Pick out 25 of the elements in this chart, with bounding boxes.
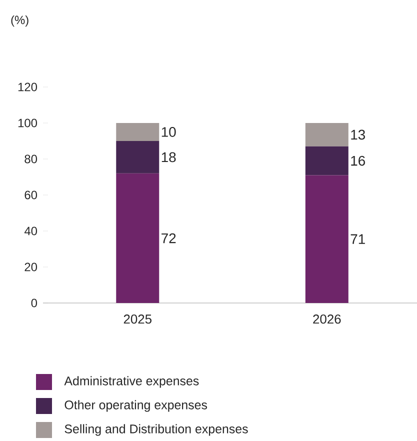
x-tick-label: 2025: [124, 314, 152, 324]
legend-label: Other operating expenses: [64, 400, 207, 412]
bar: [305, 146, 348, 176]
data-label: 13: [350, 130, 365, 140]
x-tick-label: 2026: [312, 314, 341, 324]
data-label: 18: [162, 152, 176, 162]
y-tick-label: 120: [18, 82, 37, 92]
legend-label: Selling and Distribution expenses: [64, 424, 248, 436]
y-tick-label: 100: [18, 118, 37, 128]
data-label: 10: [162, 127, 176, 137]
y-tick-label: 60: [24, 190, 37, 200]
data-label: 71: [350, 234, 365, 244]
legend-label: Administrative expenses: [64, 376, 199, 388]
y-tick-label: 40: [24, 226, 37, 236]
y-axis-title: (%): [11, 15, 28, 27]
y-tick-label: 80: [24, 154, 37, 164]
bar: [116, 173, 159, 303]
data-label: 16: [350, 156, 365, 166]
bar: [305, 123, 348, 146]
bar: [116, 141, 159, 174]
y-tick-label: 0: [31, 298, 37, 308]
y-tick-label: 20: [24, 262, 37, 272]
data-label: 72: [161, 233, 176, 244]
bar: [116, 123, 159, 141]
bar: [305, 175, 348, 303]
